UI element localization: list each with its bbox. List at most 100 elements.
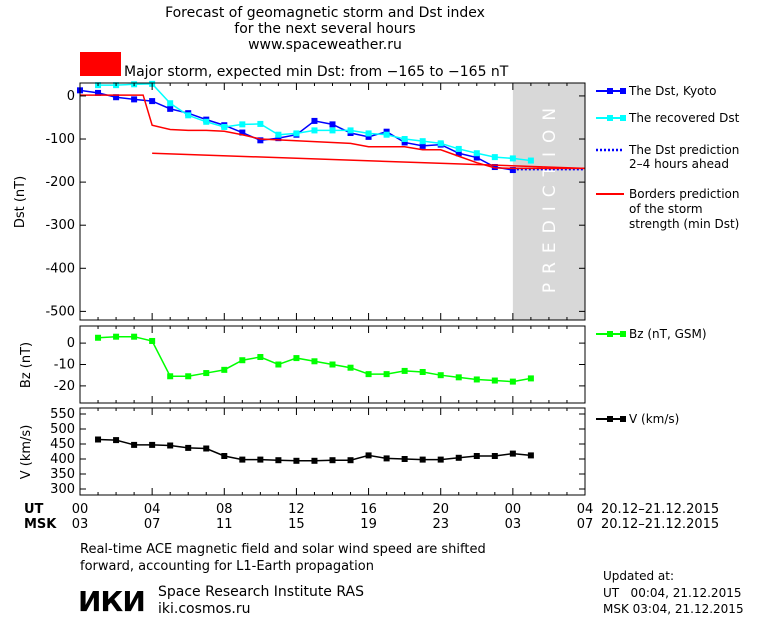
- ut-tick-label: 20: [432, 502, 449, 517]
- footer-note-line1: Real-time ACE magnetic field and solar w…: [80, 542, 486, 557]
- bz-data-point: [473, 376, 480, 383]
- msk-tick-label: 15: [288, 517, 305, 532]
- dst-data-point: [401, 136, 408, 143]
- bz-data-point: [491, 377, 498, 384]
- dst-data-point: [527, 157, 534, 164]
- v-data-point: [239, 456, 246, 463]
- dst-data-point: [365, 130, 372, 137]
- dst-data-point: [419, 138, 426, 145]
- ut-tick-label: 00: [505, 502, 522, 517]
- dst-data-point: [491, 154, 498, 161]
- v-y-tick-label: 550: [50, 407, 75, 422]
- legend-borders-line3: strength (min Dst): [629, 217, 739, 231]
- dst-data-point: [455, 150, 462, 157]
- dst-data-point: [311, 117, 318, 124]
- legend-borders-line1: Borders prediction: [629, 187, 740, 201]
- v-data-point: [95, 436, 102, 443]
- bz-y-tick-label: 0: [67, 336, 75, 351]
- dst-data-point: [473, 150, 480, 157]
- bz-y-tick-label: -10: [54, 358, 75, 373]
- dst-data-point: [221, 123, 228, 130]
- v-y-tick-label: 400: [50, 452, 75, 467]
- dst-y-tick-label: 0: [67, 89, 75, 104]
- v-data-point: [401, 456, 408, 462]
- dst-data-point: [329, 127, 336, 134]
- dst-data-point: [131, 96, 138, 103]
- prediction-label: PREDICTION: [540, 99, 560, 293]
- v-y-tick-label: 500: [50, 422, 75, 437]
- msk-date-range: 20.12–21.12.2015: [601, 517, 719, 532]
- dst-data-point: [293, 130, 300, 137]
- bz-data-point: [311, 358, 318, 365]
- v-data-point: [221, 453, 228, 459]
- dst-data-point: [509, 155, 516, 162]
- dst-data-point: [365, 133, 372, 140]
- msk-axis-label: MSK: [24, 517, 57, 532]
- dst-data-point: [419, 142, 426, 149]
- msk-tick-label: 11: [216, 517, 233, 532]
- bz-data-point: [185, 373, 192, 380]
- legend-bz-marker: [607, 331, 613, 337]
- v-data-point: [527, 452, 534, 459]
- dst-data-point: [455, 145, 462, 152]
- dst-data-point: [167, 100, 174, 107]
- bz-data-point: [437, 372, 444, 379]
- msk-tick-label: 03: [505, 517, 522, 532]
- legend: The Dst, Kyoto The recovered Dst The Dst…: [596, 84, 740, 426]
- prediction-shade: [512, 83, 585, 320]
- bz-data-point: [113, 333, 120, 340]
- ut-tick-label: 00: [72, 502, 89, 517]
- ut-date-range: 20.12–21.12.2015: [601, 502, 719, 517]
- bz-data-point: [239, 357, 246, 364]
- msk-tick-label: 23: [432, 517, 449, 532]
- bz-data-point: [419, 368, 426, 375]
- iki-logo: ИКИ: [78, 585, 145, 618]
- v-data-point: [293, 457, 300, 464]
- dst-panel: PREDICTION 0 -100 -200 -300 -400 -500 Dst (nT…: [13, 80, 586, 321]
- v-data-point: [365, 452, 372, 459]
- bz-data-point: [401, 367, 408, 374]
- v-data-point: [185, 444, 192, 451]
- dst-y-tick-label: -400: [45, 261, 75, 276]
- chart-title-line1: Forecast of geomagnetic storm and Dst in…: [165, 5, 485, 21]
- dst-data-point: [329, 121, 336, 128]
- msk-tick-label: 07: [144, 517, 161, 532]
- v-data-point: [473, 453, 480, 459]
- dst-data-point: [185, 112, 192, 119]
- dst-series-line-3: [80, 94, 585, 170]
- dst-y-tick-label: -300: [45, 218, 75, 233]
- v-series-line-0: [98, 438, 531, 462]
- dst-y-tick-label: -500: [45, 304, 75, 319]
- bz-data-point: [167, 373, 174, 380]
- storm-indicator: [80, 52, 121, 76]
- v-data-point: [113, 437, 120, 444]
- dst-series-line-4: [152, 152, 586, 170]
- footer-note-line2: forward, accounting for L1-Earth propaga…: [80, 559, 374, 574]
- dst-data-point: [383, 131, 390, 138]
- v-data-point: [257, 456, 264, 463]
- dst-y-tick-label: -200: [45, 175, 75, 190]
- bz-data-point: [221, 366, 228, 373]
- bz-data-point: [347, 364, 354, 371]
- legend-dst-kyoto-marker: [620, 88, 626, 94]
- institute-name: Space Research Institute RAS: [158, 584, 364, 600]
- dst-data-point: [257, 137, 264, 144]
- storm-status-text: Major storm, expected min Dst: from −165…: [124, 64, 509, 80]
- v-data-point: [347, 457, 354, 464]
- v-data-point: [203, 445, 210, 452]
- ut-tick-label: 12: [288, 502, 305, 517]
- bz-data-point: [149, 337, 156, 344]
- dst-data-point: [383, 128, 390, 135]
- bz-y-axis-label: Bz (nT): [19, 342, 34, 388]
- dst-data-point: [257, 120, 264, 127]
- legend-v-marker: [620, 416, 626, 422]
- v-data-point: [311, 457, 318, 464]
- v-data-point: [491, 453, 498, 459]
- bz-data-point: [329, 361, 336, 368]
- dst-data-point: [149, 98, 156, 105]
- legend-prediction-line2: 2–4 hours ahead: [629, 157, 729, 171]
- legend-recovered-marker: [620, 115, 626, 121]
- legend-recovered-marker: [607, 115, 613, 121]
- prediction-label-group: PREDICTION: [540, 99, 560, 293]
